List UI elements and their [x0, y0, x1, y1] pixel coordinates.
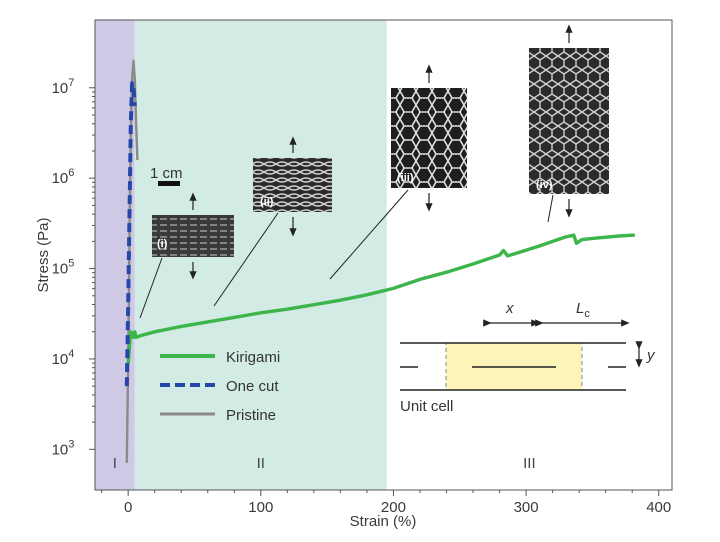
y-tick-base: 10 [52, 170, 69, 187]
inset-i-label: (i) [157, 238, 168, 250]
inset-images: 1 cm (i) (ii) (iii) (iv) [139, 24, 609, 319]
unit-cell-label: Unit cell [400, 398, 453, 415]
unit-cell-lc-sub: c [584, 308, 590, 320]
scale-bar-label: 1 cm [150, 165, 183, 182]
legend-item-one-cut: One cut [160, 378, 279, 395]
y-tick-label-7: 107 [52, 77, 75, 97]
x-axis-label: Strain (%) [350, 513, 417, 530]
y-tick-exponent: 3 [68, 438, 74, 450]
series-lines [124, 59, 635, 463]
y-tick-base: 10 [52, 261, 69, 278]
plot-frame [94, 19, 673, 491]
x-tick-label-400: 400 [646, 499, 671, 516]
inset-ii-label: (ii) [260, 196, 274, 208]
region-labels: I II III [113, 455, 536, 472]
legend-label-pristine: Pristine [226, 407, 276, 424]
legend: Kirigami One cut Pristine [160, 349, 280, 424]
y-tick-exponent: 5 [68, 258, 74, 270]
y-tick-base: 10 [52, 441, 69, 458]
region-label-1: I [113, 455, 117, 472]
axes [94, 19, 673, 491]
x-tick-label-200: 200 [381, 499, 406, 516]
x-tick-label-300: 300 [514, 499, 539, 516]
inset-iii-label: (iii) [397, 172, 414, 184]
y-tick-label-3: 103 [52, 438, 75, 458]
inset-ii: (ii) [213, 136, 332, 307]
region-label-2: II [257, 455, 265, 472]
inset-iv-label: (iv) [536, 179, 553, 191]
y-tick-base: 10 [52, 351, 69, 368]
y-tick-label-5: 105 [52, 258, 75, 278]
y-tick-label-6: 106 [52, 167, 75, 187]
inset-iv: (iv) [529, 24, 609, 223]
unit-cell-lc-main: L [576, 300, 584, 317]
scale-bar: 1 cm [150, 165, 183, 186]
y-tick-exponent: 4 [68, 348, 74, 360]
region-label-3: III [523, 455, 536, 472]
series-line-kirigami [126, 233, 635, 364]
legend-item-kirigami: Kirigami [160, 349, 280, 366]
unit-cell-x-label: x [505, 300, 514, 317]
inset-i: (i) [139, 192, 234, 319]
inset-iii: (iii) [329, 64, 467, 280]
unit-cell-y-label: y [646, 347, 656, 364]
scale-bar-line [158, 181, 180, 186]
legend-label-one-cut: One cut [226, 378, 279, 395]
unit-cell-diagram: x Lc y Unit cell [400, 300, 656, 415]
y-tick-exponent: 7 [68, 77, 74, 89]
y-tick-base: 10 [52, 80, 69, 97]
y-axis-label: Stress (Pa) [35, 217, 52, 292]
series-line-pristine [125, 59, 139, 463]
x-tick-label-0: 0 [124, 499, 132, 516]
unit-cell-lc-label: Lc [576, 300, 590, 320]
legend-item-pristine: Pristine [160, 407, 276, 424]
y-tick-label-4: 104 [52, 348, 75, 368]
x-tick-label-100: 100 [248, 499, 273, 516]
y-tick-exponent: 6 [68, 167, 74, 179]
legend-label-kirigami: Kirigami [226, 349, 280, 366]
series-line-one-cut [124, 81, 137, 387]
